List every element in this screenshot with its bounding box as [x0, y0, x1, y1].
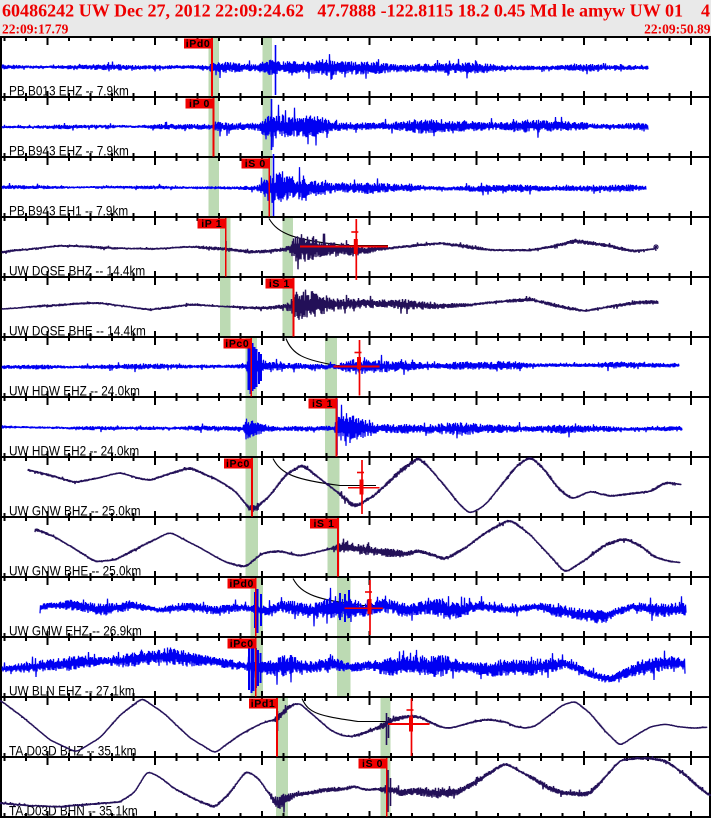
svg-text:PB.B013 EHZ -- 7.9km: PB.B013 EHZ -- 7.9km [9, 84, 129, 99]
svg-text:22:09:17.79: 22:09:17.79 [2, 22, 69, 37]
svg-text:UW HDW EH2 -- 24.0km: UW HDW EH2 -- 24.0km [9, 444, 139, 459]
svg-text:iPc0: iPc0 [230, 638, 254, 650]
svg-text:iP 1: iP 1 [201, 218, 222, 230]
svg-text:PB.B943 EHZ -- 7.9km: PB.B943 EHZ -- 7.9km [9, 144, 129, 159]
svg-text:iPd0: iPd0 [186, 38, 211, 50]
svg-text:22:09:50.89: 22:09:50.89 [644, 22, 711, 37]
svg-text:iS 0: iS 0 [245, 158, 266, 170]
svg-text:4: 4 [701, 1, 710, 21]
svg-text:60486242 UW Dec 27, 2012 22:09: 60486242 UW Dec 27, 2012 22:09:24.62 47.… [2, 1, 683, 21]
svg-text:iPc0: iPc0 [225, 338, 249, 350]
svg-text:TA.D03D BHN -- 35.1km: TA.D03D BHN -- 35.1km [9, 804, 138, 818]
svg-text:TA.D03D BHZ -- 35.1km: TA.D03D BHZ -- 35.1km [9, 744, 136, 759]
svg-text:iPc0: iPc0 [226, 458, 250, 470]
svg-text:iP 0: iP 0 [189, 98, 210, 110]
svg-text:iS 1: iS 1 [313, 518, 334, 530]
svg-text:iS 1: iS 1 [269, 278, 290, 290]
svg-text:iPd1: iPd1 [251, 698, 276, 710]
svg-text:UW DOSE BHE -- 14.4km: UW DOSE BHE -- 14.4km [9, 324, 146, 339]
svg-text:UW GNW BHZ -- 25.0km: UW GNW BHZ -- 25.0km [9, 504, 141, 519]
svg-text:iS 0: iS 0 [362, 758, 383, 770]
svg-text:UW GNW BHE -- 25.0km: UW GNW BHE -- 25.0km [9, 564, 141, 579]
svg-text:iS 1: iS 1 [312, 398, 333, 410]
svg-text:UW BLN EHZ -- 27.1km: UW BLN EHZ -- 27.1km [9, 684, 135, 699]
svg-text:UW GMW EHZ -- 26.9km: UW GMW EHZ -- 26.9km [9, 624, 142, 639]
svg-text:PB.B943 EH1 -- 7.9km: PB.B943 EH1 -- 7.9km [9, 204, 128, 219]
svg-text:iPd0: iPd0 [229, 578, 254, 590]
svg-text:UW HDW EHZ -- 24.0km: UW HDW EHZ -- 24.0km [9, 384, 140, 399]
svg-text:UW DOSE BHZ -- 14.4km: UW DOSE BHZ -- 14.4km [9, 264, 145, 279]
